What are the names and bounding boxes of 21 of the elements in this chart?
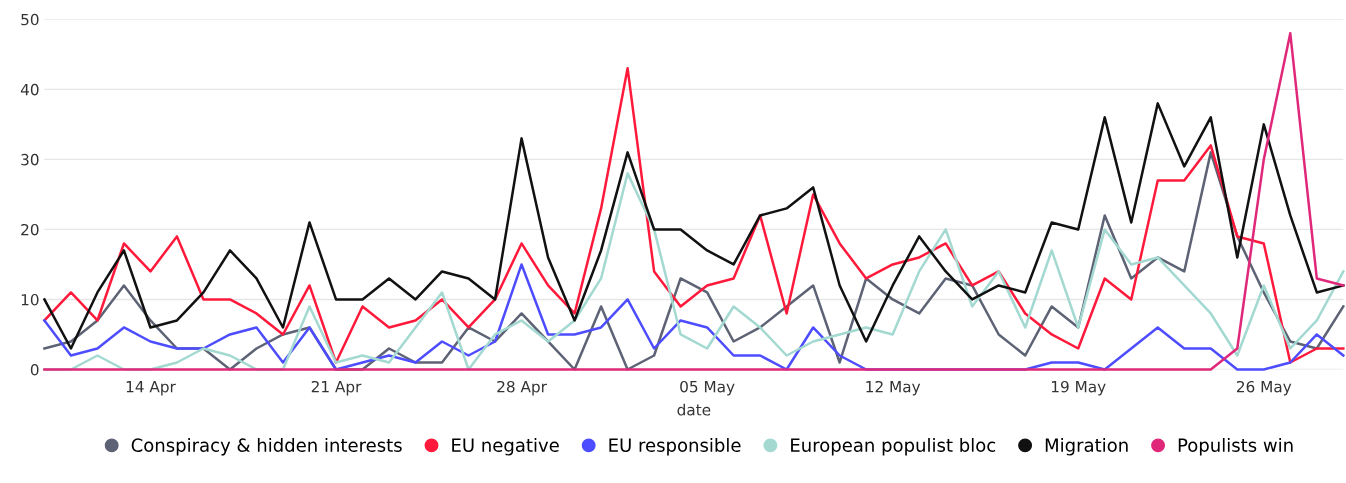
y-tick-label: 40 — [20, 83, 39, 96]
x-tick-label: 14 Apr — [126, 381, 176, 396]
legend-label: Conspiracy & hidden interests — [131, 438, 402, 456]
y-tick-label: 50 — [21, 13, 39, 26]
x-tick-label: 26 May — [1236, 380, 1292, 396]
y-tick-label: 30 — [21, 153, 39, 166]
line-series — [43, 102, 1345, 350]
x-tick-label: 05 May — [680, 380, 735, 396]
legend-label: European populist bloc — [791, 438, 996, 456]
x-axis-title: date — [677, 403, 711, 416]
x-tick-label: 21 Apr — [311, 380, 362, 396]
x-tick-label: 12 May — [866, 380, 921, 396]
y-tick-label: 20 — [21, 223, 39, 236]
legend-label: Populists win — [1178, 438, 1293, 456]
y-tick-label: 0 — [30, 363, 39, 376]
y-tick-label: 10 — [21, 293, 39, 306]
x-tick-label: 19 May — [1051, 380, 1106, 396]
legend-label: EU negative — [452, 438, 559, 456]
legend-label: EU responsible — [609, 438, 741, 456]
x-tick-label: 28 Apr — [497, 380, 547, 396]
legend-label: Migration — [1045, 438, 1128, 456]
